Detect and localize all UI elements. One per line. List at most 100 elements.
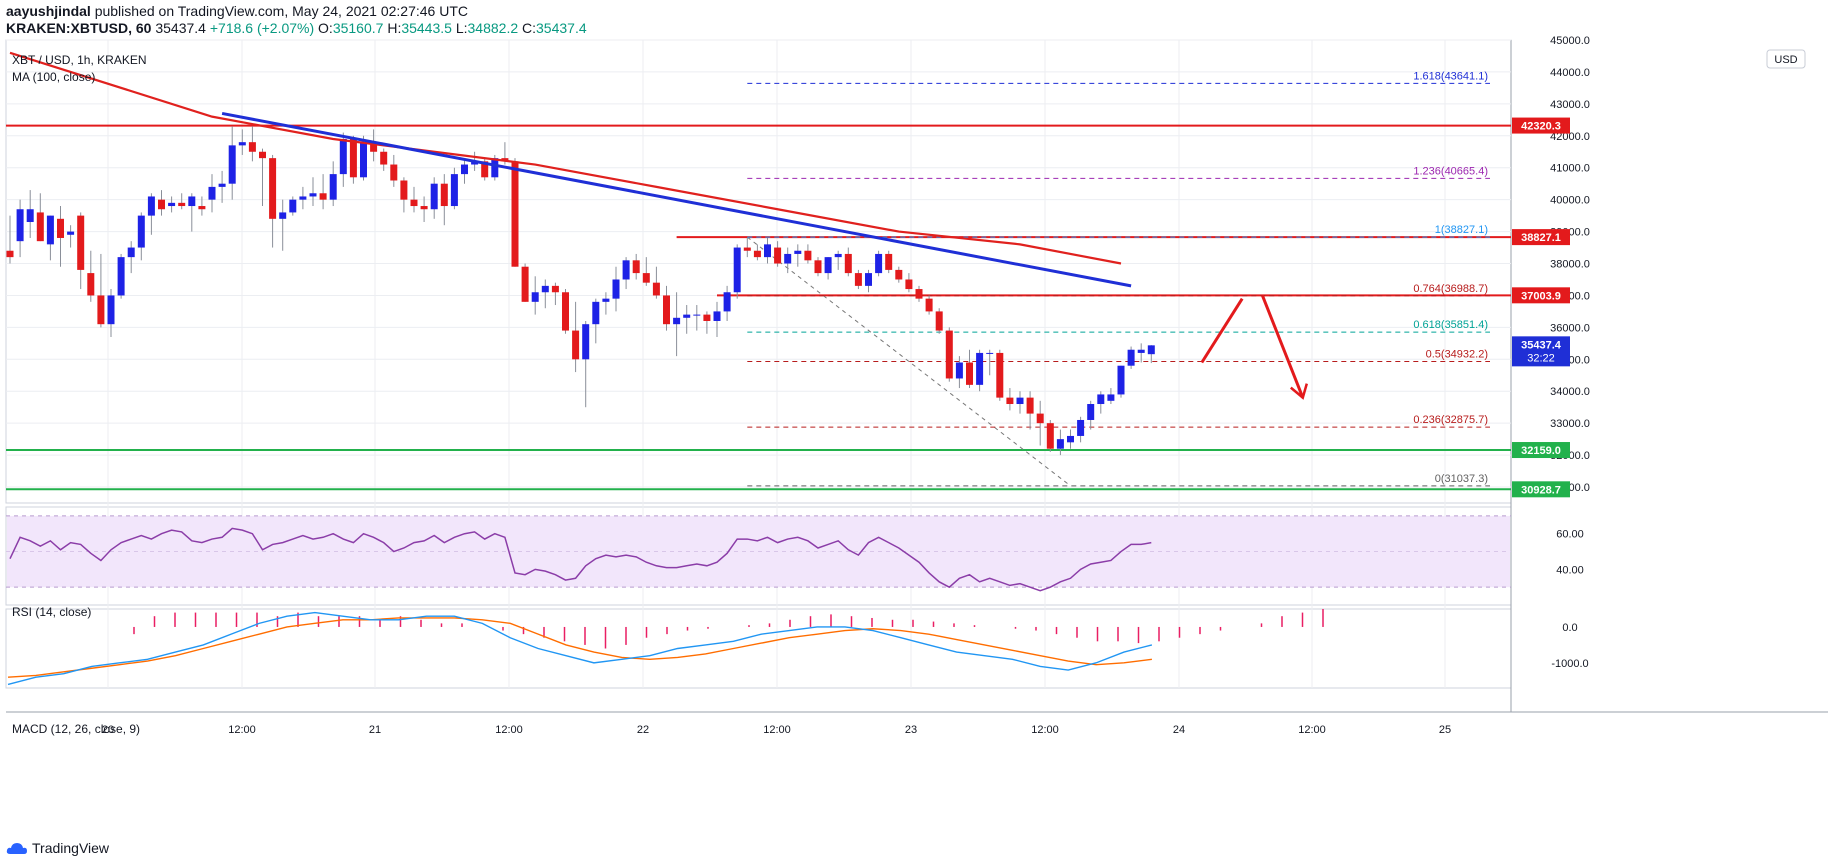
macd-signal-line <box>7 617 1152 678</box>
candle-down <box>198 206 206 210</box>
candle-up <box>471 161 479 165</box>
fib-level-label: 0.764(36988.7) <box>1413 283 1488 295</box>
x-tick-label: 24 <box>1173 724 1185 736</box>
publish-line: aayushjindal published on TradingView.co… <box>6 3 468 19</box>
x-tick-label: 12:00 <box>763 724 791 736</box>
legend-rsi[interactable]: RSI (14, close) <box>12 605 91 619</box>
currency-button[interactable]: USD <box>1766 49 1806 69</box>
legend-symbol[interactable]: XBT / USD, 1h, KRAKEN <box>12 53 147 67</box>
candle-down <box>400 180 408 200</box>
candle-down <box>6 250 14 258</box>
candle-down <box>562 292 569 331</box>
x-tick-label: 22 <box>637 724 649 736</box>
candle-down <box>1036 413 1044 424</box>
candle-down <box>269 158 277 219</box>
brand-label: TradingView <box>32 840 110 856</box>
low-label: L: <box>455 20 468 36</box>
candle-up <box>208 186 216 200</box>
candle-up <box>238 142 246 146</box>
candle-down <box>966 362 973 385</box>
y-tick-label: 44000.0 <box>1550 67 1590 79</box>
candle-up <box>46 215 54 245</box>
price-change: +718.6 (+2.07%) <box>209 20 315 36</box>
candle-up <box>188 196 196 207</box>
fib-level-label: 1(38827.1) <box>1435 224 1488 236</box>
candle-down <box>77 215 85 270</box>
candle-down <box>804 250 812 261</box>
candle-down <box>885 253 893 270</box>
symbol-line: KRAKEN:XBTUSD, 60 <box>6 20 152 36</box>
y-tick-label: 41000.0 <box>1550 163 1590 175</box>
level-badge-label: 42320.3 <box>1521 121 1561 133</box>
candle-up <box>683 314 691 318</box>
candle-down <box>481 161 489 178</box>
candle-down <box>420 206 428 210</box>
y-tick-label: 42000.0 <box>1550 131 1590 143</box>
legend-macd[interactable]: MACD (12, 26, close, 9) <box>12 722 140 736</box>
candle-up <box>67 231 75 235</box>
candle-up <box>339 138 347 175</box>
candle-down <box>703 314 711 321</box>
candle-up <box>26 209 34 223</box>
fib-level-label: 0.236(32875.7) <box>1413 414 1488 426</box>
open-label: O: <box>318 20 333 36</box>
author-name[interactable]: aayushjindal <box>6 3 91 19</box>
projection-arrowhead <box>1289 383 1309 400</box>
candle-up <box>582 324 590 360</box>
candle-down <box>642 273 650 283</box>
candle-up <box>430 183 438 210</box>
candle-up <box>955 362 963 379</box>
candle-down <box>1006 397 1014 405</box>
candle-down <box>915 289 923 299</box>
y-tick-label: 40000.0 <box>1550 195 1590 207</box>
high-label: H: <box>387 20 402 36</box>
candle-down <box>178 202 186 207</box>
candle-up <box>1097 394 1105 405</box>
level-badge-label: 32159.0 <box>1521 445 1561 457</box>
candle-up <box>16 209 24 242</box>
macd-line <box>7 611 1153 686</box>
candle-down <box>248 142 256 152</box>
candle-up <box>1147 345 1155 355</box>
candle-up <box>592 301 600 325</box>
candle-up <box>329 174 337 200</box>
candle-up <box>1107 394 1115 401</box>
low-value: 34882.2 <box>467 20 519 36</box>
candle-down <box>945 330 953 379</box>
fib-level-label: 0(31037.3) <box>1435 473 1488 485</box>
y-tick-label: 38000.0 <box>1550 259 1590 271</box>
candle-up <box>976 352 984 385</box>
candle-up <box>309 193 317 197</box>
candlesticks <box>6 126 1155 456</box>
candle-up <box>289 199 297 213</box>
candle-up <box>733 247 741 293</box>
y-tick-label: 34000.0 <box>1550 386 1590 398</box>
candle-up <box>168 202 176 207</box>
candle-down <box>1046 423 1054 449</box>
candle-down <box>390 164 398 181</box>
candle-down <box>844 253 852 274</box>
candle-up <box>450 174 458 207</box>
macd-pane <box>7 609 1324 686</box>
last-price-label: 35437.4 <box>1521 339 1562 351</box>
level-badge-label: 30928.7 <box>1521 484 1561 496</box>
candle-up <box>1117 365 1125 395</box>
candle-up <box>541 285 549 293</box>
close-value: 35437.4 <box>536 20 587 36</box>
candle-down <box>380 151 388 165</box>
candle-up <box>137 215 145 248</box>
level-badge <box>1512 117 1570 134</box>
level-badge <box>1512 442 1570 459</box>
level-badge <box>1512 287 1570 304</box>
rsi-line <box>9 527 1152 592</box>
rsi-pane <box>6 515 1511 592</box>
x-tick-label: 23 <box>905 724 917 736</box>
candle-up <box>612 279 620 299</box>
candle-up <box>218 183 226 187</box>
legend-ma[interactable]: MA (100, close) <box>12 70 95 84</box>
tradingview-logo[interactable]: TradingView <box>6 840 109 856</box>
candle-up <box>865 273 872 286</box>
macd-tick-label: -1000.0 <box>1551 658 1588 670</box>
candle-down <box>652 282 660 296</box>
